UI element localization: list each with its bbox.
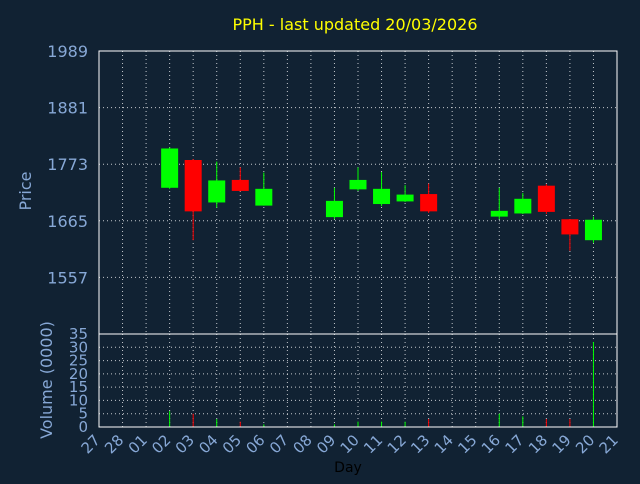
volume-tick-label: 20	[69, 365, 88, 383]
candle-body	[255, 188, 273, 206]
candle-body	[161, 148, 179, 188]
x-axis-label: Day	[334, 460, 362, 476]
candle-body	[514, 198, 532, 214]
candle-body	[373, 188, 391, 205]
volume-axis-label: Volume (0000)	[37, 321, 56, 439]
price-tick-label: 1881	[47, 99, 88, 118]
candle-body	[561, 219, 579, 235]
volume-tick-label: 5	[78, 405, 88, 423]
candle-body	[396, 194, 414, 202]
chart-title: PPH - last updated 20/03/2026	[232, 15, 477, 34]
candle-body	[325, 200, 343, 218]
volume-plot-frame	[98, 333, 618, 428]
candle-body	[231, 179, 249, 191]
price-tick-label: 1557	[47, 268, 88, 287]
volume-tick-label: 10	[69, 391, 88, 409]
candle-body	[537, 185, 555, 212]
volume-tick-label: 0	[78, 418, 88, 436]
price-tick-labels: 1557 1665 1773 1881 1989	[47, 42, 88, 287]
candle-body	[184, 160, 202, 212]
volume-tick-label: 35	[69, 325, 88, 343]
price-tick-label: 1773	[47, 155, 88, 174]
volume-tick-label: 30	[69, 338, 88, 356]
candles	[161, 147, 602, 251]
price-tick-label: 1665	[47, 212, 88, 231]
volume-tick-label: 25	[69, 352, 88, 370]
volume-tick-label: 15	[69, 378, 88, 396]
candle-body	[349, 179, 367, 190]
candle-body	[584, 219, 602, 241]
volume-bars	[169, 341, 594, 427]
price-tick-label: 1989	[47, 42, 88, 61]
candle-body	[208, 180, 226, 203]
price-axis-label: Price	[16, 171, 35, 210]
x-tick-labels: 2728010203040506070809101112131415161718…	[78, 431, 622, 457]
candle-body	[420, 194, 438, 212]
candle-body	[490, 210, 508, 217]
